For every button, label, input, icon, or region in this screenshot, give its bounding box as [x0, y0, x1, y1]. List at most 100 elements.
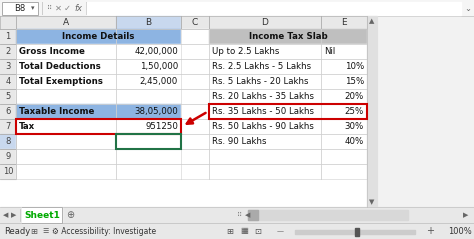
Bar: [116, 104, 181, 119]
Text: Total Exemptions: Total Exemptions: [19, 77, 103, 86]
Bar: [321, 74, 367, 89]
Bar: [0, 149, 16, 164]
Text: ⠿: ⠿: [47, 5, 52, 11]
Text: 30%: 30%: [345, 122, 364, 131]
Text: Income Details: Income Details: [62, 32, 135, 41]
Bar: [209, 44, 321, 59]
Text: 8: 8: [5, 137, 11, 146]
Text: 25%: 25%: [345, 107, 364, 116]
Text: Ready: Ready: [4, 227, 30, 235]
Text: 10%: 10%: [345, 62, 364, 71]
Text: ✕: ✕: [55, 4, 62, 12]
Text: ⊡: ⊡: [255, 227, 262, 235]
Bar: [0, 207, 474, 223]
Text: Nil: Nil: [324, 47, 335, 56]
Bar: [116, 149, 181, 164]
Text: Taxable Income: Taxable Income: [19, 107, 94, 116]
Text: Rs. 5 Lakhs - 20 Lakhs: Rs. 5 Lakhs - 20 Lakhs: [212, 77, 309, 86]
Text: C: C: [192, 18, 198, 27]
Bar: [248, 210, 258, 220]
Bar: [0, 0, 474, 16]
Bar: [116, 164, 181, 179]
Bar: [16, 59, 116, 74]
Text: 42,00,000: 42,00,000: [134, 47, 178, 56]
Bar: [181, 59, 209, 74]
Bar: [16, 89, 116, 104]
Text: ▶: ▶: [11, 212, 17, 218]
Text: —: —: [276, 228, 283, 234]
Text: ⊞: ⊞: [30, 227, 37, 235]
Text: Rs. 2.5 Lakhs - 5 Lakhs: Rs. 2.5 Lakhs - 5 Lakhs: [212, 62, 311, 71]
Bar: [116, 134, 181, 149]
Text: Rs. 90 Lakhs: Rs. 90 Lakhs: [212, 137, 266, 146]
Bar: [0, 134, 16, 149]
Bar: [209, 89, 321, 104]
Bar: [209, 104, 321, 119]
Bar: [0, 119, 16, 134]
Bar: [367, 16, 377, 207]
Bar: [0, 59, 16, 74]
Text: ◀: ◀: [3, 212, 9, 218]
Text: +: +: [426, 226, 434, 236]
Text: 100%: 100%: [448, 227, 472, 235]
Bar: [321, 119, 367, 134]
Bar: [181, 29, 209, 44]
Bar: [181, 164, 209, 179]
Bar: [209, 149, 321, 164]
Text: ⊕: ⊕: [66, 210, 74, 220]
Bar: [321, 164, 367, 179]
Text: ☰: ☰: [42, 228, 48, 234]
Bar: [181, 119, 209, 134]
Text: ⌄: ⌄: [465, 4, 472, 12]
Text: Tax: Tax: [19, 122, 35, 131]
Text: 40%: 40%: [345, 137, 364, 146]
Bar: [2, 2, 38, 15]
Text: 15%: 15%: [345, 77, 364, 86]
Bar: [321, 104, 367, 119]
Bar: [2, 2, 38, 15]
Bar: [295, 230, 415, 234]
Text: ◀: ◀: [246, 212, 251, 218]
Text: 1,50,000: 1,50,000: [140, 62, 178, 71]
Text: 20%: 20%: [345, 92, 364, 101]
Bar: [321, 134, 367, 149]
Bar: [16, 149, 116, 164]
Bar: [181, 134, 209, 149]
Bar: [355, 228, 359, 236]
Text: Rs. 50 Lakhs - 90 Lakhs: Rs. 50 Lakhs - 90 Lakhs: [212, 122, 314, 131]
Bar: [181, 44, 209, 59]
Text: 38,05,000: 38,05,000: [134, 107, 178, 116]
Bar: [116, 89, 181, 104]
Bar: [248, 210, 408, 220]
Bar: [181, 74, 209, 89]
Text: 951250: 951250: [145, 122, 178, 131]
Bar: [0, 44, 16, 59]
Text: Rs. 35 Lakhs - 50 Lakhs: Rs. 35 Lakhs - 50 Lakhs: [212, 107, 314, 116]
Bar: [0, 164, 16, 179]
Bar: [321, 89, 367, 104]
Text: 4: 4: [5, 77, 10, 86]
Text: 2: 2: [5, 47, 10, 56]
Bar: [16, 29, 116, 44]
Text: Gross Income: Gross Income: [19, 47, 85, 56]
Bar: [0, 223, 474, 239]
Text: Total Deductions: Total Deductions: [19, 62, 101, 71]
Bar: [116, 44, 181, 59]
Text: 10: 10: [3, 167, 13, 176]
Bar: [16, 74, 116, 89]
Text: ✓: ✓: [64, 4, 71, 12]
Bar: [321, 149, 367, 164]
Text: Rs. 20 Lakhs - 35 Lakhs: Rs. 20 Lakhs - 35 Lakhs: [212, 92, 314, 101]
Text: ▼: ▼: [369, 199, 374, 205]
Text: ▲: ▲: [369, 18, 374, 24]
Text: A: A: [63, 18, 69, 27]
Bar: [116, 74, 181, 89]
Bar: [16, 119, 116, 134]
Bar: [321, 29, 367, 44]
Bar: [16, 104, 116, 119]
Bar: [209, 16, 321, 29]
Bar: [209, 119, 321, 134]
Text: 5: 5: [5, 92, 10, 101]
Bar: [116, 119, 181, 134]
Text: 9: 9: [5, 152, 10, 161]
